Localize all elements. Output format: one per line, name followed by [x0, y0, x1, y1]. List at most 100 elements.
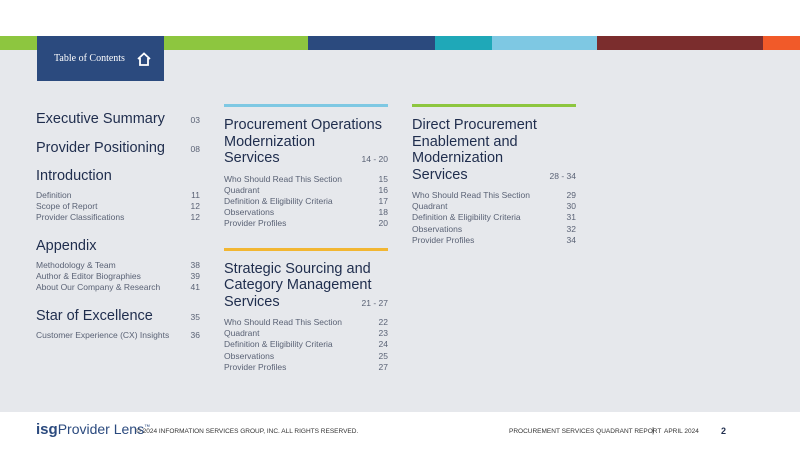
toc-item: Who Should Read This Section 15: [224, 174, 388, 185]
section-page: 28 - 34: [549, 170, 576, 181]
item-page: 39: [190, 270, 200, 281]
item-page: 24: [378, 339, 388, 350]
section-title: Modernization: [412, 150, 504, 166]
item-list: Methodology & Team 38 Author & Editor Biog…: [36, 260, 200, 294]
item-page: 36: [190, 329, 200, 340]
item-page: 20: [378, 218, 388, 229]
toc-item: Methodology & Team 38: [36, 260, 200, 271]
item-label: Definition & Eligibility Criteria: [224, 339, 333, 350]
section-page: 08: [190, 143, 200, 154]
title-row: Services 28 - 34: [412, 167, 576, 184]
item-list: Definition 11 Scope of Report 12 Provider Cl…: [36, 190, 200, 224]
section-bar: [224, 247, 388, 251]
section-title: Appendix: [36, 238, 97, 255]
item-label: Who Should Read This Section: [224, 317, 342, 328]
logo-text: Provider Lens: [57, 421, 145, 437]
section-title: Category Management: [224, 277, 372, 294]
item-page: 25: [378, 350, 388, 361]
toc-tab[interactable]: Table of Contents: [37, 36, 164, 81]
toc-item: Author & Editor Biographies 39: [36, 271, 200, 282]
title-row: Services 21 - 27: [224, 294, 388, 311]
item-page: 17: [378, 195, 388, 206]
page-number: 2: [721, 426, 727, 436]
item-page: 11: [191, 189, 200, 200]
date: APRIL 2024: [664, 428, 699, 435]
toc-item: Provider Profiles 34: [412, 235, 576, 246]
item-label: Quadrant: [224, 328, 260, 339]
section-title: Procurement Operations: [224, 117, 382, 133]
toc-title: Table of Contents: [54, 53, 125, 64]
section-title: Services: [412, 166, 468, 183]
toc-item: Who Should Read This Section 22: [224, 317, 388, 328]
title-row: Enablement and: [412, 134, 576, 151]
toc-item: Observations 18: [224, 207, 388, 218]
section-bar: [412, 104, 576, 107]
toc-item: Scope of Report 12: [36, 201, 200, 212]
item-list: Who Should Read This Section 29 Quadrant 30…: [412, 190, 576, 246]
stripe: [763, 36, 800, 50]
title-row: Direct Procurement: [412, 117, 576, 134]
item-list: Customer Experience (CX) Insights 36: [36, 330, 200, 341]
toc-item: Observations 32: [412, 224, 576, 235]
title-row: Category Management: [224, 277, 388, 294]
item-label: Who Should Read This Section: [412, 190, 530, 200]
item-label: Observations: [224, 350, 275, 361]
item-label: Provider Classifications: [36, 211, 125, 222]
item-list: Who Should Read This Section 22 Quadrant 23…: [224, 317, 388, 373]
title-row: Modernization: [412, 150, 576, 167]
toc-item: Definition 11: [36, 190, 200, 201]
item-page: 12: [190, 211, 200, 222]
item-label: Observations: [224, 207, 275, 218]
item-page: 27: [378, 361, 388, 372]
toc-item: Definition & Eligibility Criteria 17: [224, 196, 388, 207]
stripe: [435, 36, 492, 50]
toc-column: Executive Summary 03 Provider Positioning 0…: [36, 111, 200, 356]
toc-item: Provider Classifications 12: [36, 212, 200, 223]
item-label: Author & Editor Biographies: [36, 270, 141, 281]
title-row: Introduction: [36, 168, 200, 185]
stripe: [492, 36, 597, 50]
toc-item: Quadrant 23: [224, 328, 388, 339]
title-row: Procurement Operations: [224, 117, 388, 134]
title-row: Star of Excellence 35: [36, 308, 200, 325]
toc-item: Definition & Eligibility Criteria 31: [412, 212, 576, 223]
stripe: [308, 36, 435, 50]
toc-section: Procurement Operations Modernization Servi…: [224, 104, 388, 230]
item-page: 23: [378, 328, 388, 339]
item-label: Provider Profiles: [224, 361, 287, 372]
title-row: Strategic Sourcing and: [224, 261, 388, 278]
item-page: 22: [378, 317, 388, 328]
item-label: Methodology & Team: [36, 259, 116, 270]
toc-item: Observations 25: [224, 351, 388, 362]
home-icon: [137, 51, 151, 66]
toc-column: Procurement Operations Modernization Servi…: [224, 104, 388, 391]
section-title: Introduction: [36, 168, 112, 184]
item-label: Who Should Read This Section: [224, 173, 342, 184]
item-label: Provider Profiles: [412, 234, 475, 245]
item-page: 15: [378, 173, 388, 184]
item-label: Observations: [412, 223, 463, 234]
toc-item: Quadrant 30: [412, 201, 576, 212]
content-bg: [0, 50, 800, 412]
title-row: Appendix: [36, 238, 200, 255]
item-label: Quadrant: [224, 184, 260, 195]
item-page: 31: [566, 212, 576, 223]
section-title: Enablement and: [412, 133, 518, 150]
item-label: Customer Experience (CX) Insights: [36, 329, 170, 340]
toc-section: Star of Excellence 35 Customer Experience …: [36, 308, 200, 341]
section-title: Strategic Sourcing and: [224, 260, 371, 277]
item-page: 32: [566, 223, 576, 234]
item-label: Provider Profiles: [224, 218, 287, 229]
item-list: Who Should Read This Section 15 Quadrant 16…: [224, 174, 388, 230]
section-title: Modernization: [224, 133, 316, 150]
section-title: Executive Summary: [36, 111, 165, 127]
separator: |: [652, 426, 655, 435]
item-label: Definition: [36, 189, 72, 200]
report-name: PROCUREMENT SERVICES QUADRANT REPORT: [509, 428, 662, 435]
toc-item: Provider Profiles 27: [224, 362, 388, 373]
toc-column: Direct Procurement Enablement and Moderniz…: [412, 104, 576, 264]
toc-item: Quadrant 16: [224, 185, 388, 196]
item-label: About Our Company & Research: [36, 282, 161, 293]
section-title: Provider Positioning: [36, 139, 165, 156]
section-title: Services: [224, 293, 280, 310]
